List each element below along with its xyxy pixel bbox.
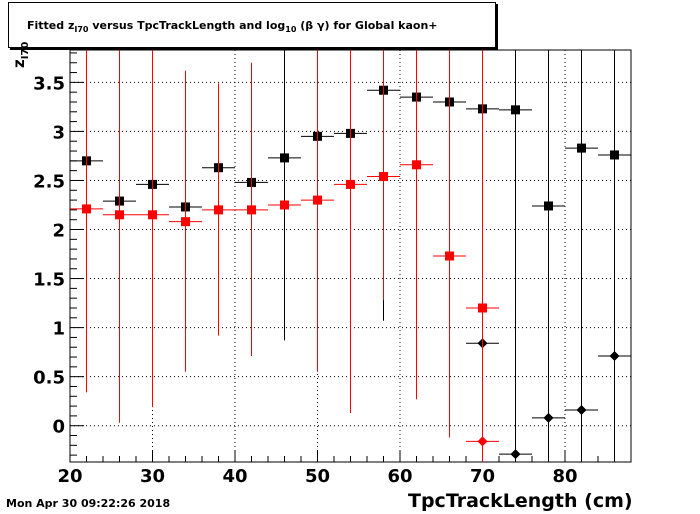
timestamp-footer: Mon Apr 30 09:22:26 2018 — [6, 497, 171, 510]
title-sub-2: 10 — [285, 25, 297, 35]
x-tick-label: 70 — [470, 466, 495, 487]
x-axis-label: TpcTrackLength (cm) — [408, 490, 633, 512]
data-point-diamond — [609, 351, 620, 362]
y-tick-label: 0.5 — [33, 368, 65, 389]
y-tick-label: 2.5 — [33, 171, 65, 192]
data-point-square — [445, 251, 454, 261]
y-tick-label: 3.5 — [33, 73, 65, 94]
data-point-diamond — [477, 436, 488, 447]
data-point-diamond — [543, 412, 554, 423]
chart-title: Fitted zI70 versus TpcTrackLength and lo… — [27, 19, 438, 34]
chart-title-box: Fitted zI70 versus TpcTrackLength and lo… — [8, 2, 496, 48]
data-point-square — [412, 160, 421, 170]
x-tick-label: 40 — [222, 466, 247, 487]
title-sub-1: I70 — [74, 25, 89, 35]
y-tick-label: 2 — [52, 221, 65, 242]
y-tick-label: 0 — [52, 417, 65, 438]
data-point-diamond — [510, 449, 521, 460]
x-tick-label: 80 — [552, 466, 577, 487]
y-axis-label: zI70 — [10, 41, 31, 68]
data-point-square — [346, 179, 355, 189]
data-point-square — [313, 195, 322, 205]
title-part-2: versus TpcTrackLength and log — [88, 19, 286, 32]
data-point-square — [214, 205, 223, 215]
data-point-square — [148, 210, 157, 220]
y-tick-label: 3 — [52, 122, 65, 143]
data-point-square — [280, 153, 289, 163]
data-point-square — [181, 217, 190, 227]
x-tick-label: 30 — [140, 466, 165, 487]
title-part-1: Fitted z — [27, 19, 75, 32]
data-point-square — [82, 204, 91, 214]
data-point-square — [280, 200, 289, 210]
x-tick-label: 20 — [57, 466, 82, 487]
x-tick-label: 60 — [387, 466, 412, 487]
data-point-diamond — [576, 405, 587, 416]
y-tick-label: 1 — [52, 319, 65, 340]
data-point-square — [379, 172, 388, 182]
y-tick-label: 1.5 — [33, 270, 65, 291]
data-point-square — [247, 205, 256, 215]
data-point-square — [115, 210, 124, 220]
x-tick-label: 50 — [305, 466, 330, 487]
title-part-3: (β γ) for Global kaon+ — [296, 19, 438, 32]
